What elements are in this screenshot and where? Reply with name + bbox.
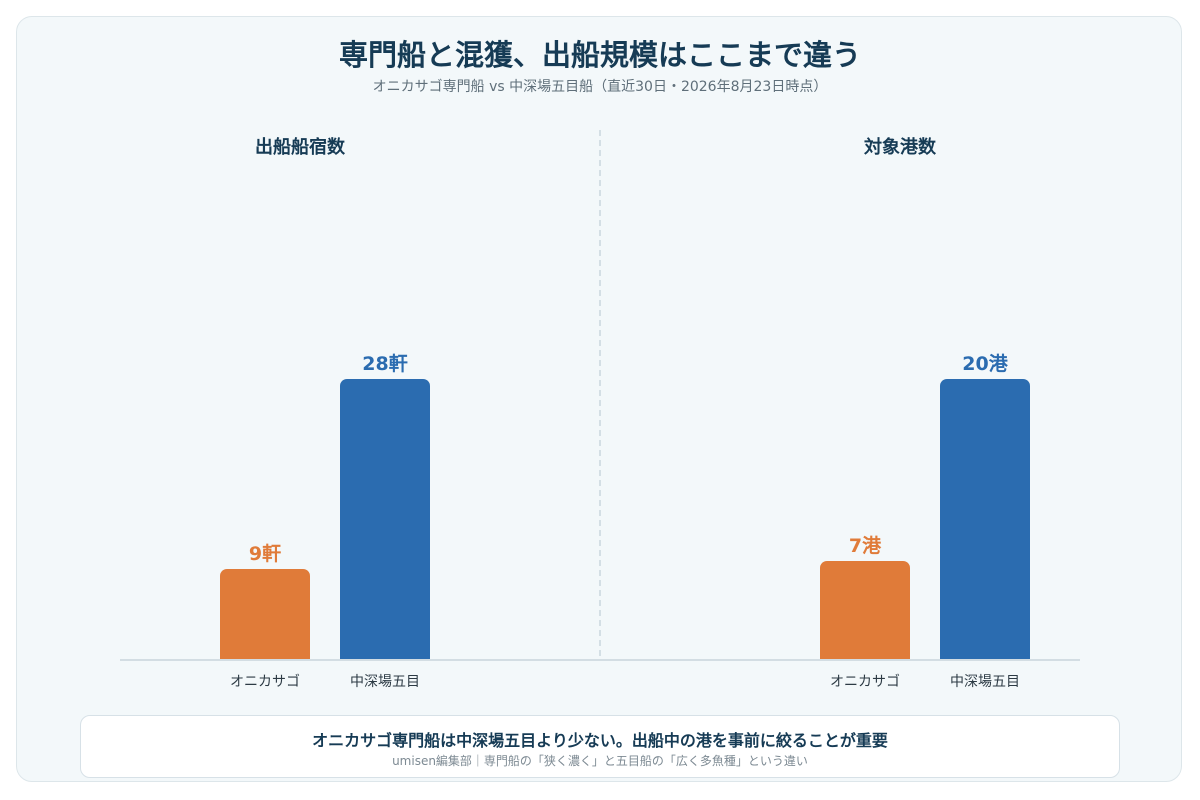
footer-sub-text: umisen編集部｜専門船の「狭く濃く」と五目船の「広く多魚種」という違い	[392, 754, 808, 768]
value-label-boats-onikasago: 9軒	[248, 543, 282, 565]
value-label-ports-onikasago: 7港	[848, 535, 882, 557]
panel-divider	[599, 130, 601, 656]
bar-boats-onikasago	[220, 569, 310, 659]
footer-note: オニカサゴ専門船は中深場五目より少ない。出船中の港を事前に絞ることが重要 umi…	[80, 715, 1120, 778]
chart-subtitle: オニカサゴ専門船 vs 中深場五目船（直近30日・2026年8月23日時点）	[372, 79, 828, 95]
x-axis-baseline	[120, 659, 1080, 661]
category-label-ports-gomoku: 中深場五目	[950, 674, 1020, 690]
bar-boats-gomoku	[340, 379, 430, 659]
panel-title-ports: 対象港数	[864, 137, 936, 158]
category-label-ports-onikasago: オニカサゴ	[830, 674, 900, 690]
bar-ports-onikasago	[820, 561, 910, 659]
category-label-boats-gomoku: 中深場五目	[350, 674, 420, 690]
category-label-boats-onikasago: オニカサゴ	[230, 674, 300, 690]
chart-title: 専門船と混獲、出船規模はここまで違う	[338, 38, 861, 72]
value-label-boats-gomoku: 28軒	[362, 353, 408, 375]
footer-main-text: オニカサゴ専門船は中深場五目より少ない。出船中の港を事前に絞ることが重要	[312, 731, 888, 750]
value-label-ports-gomoku: 20港	[962, 353, 1008, 375]
panel-title-boats: 出船船宿数	[255, 137, 345, 158]
bar-ports-gomoku	[940, 379, 1030, 659]
